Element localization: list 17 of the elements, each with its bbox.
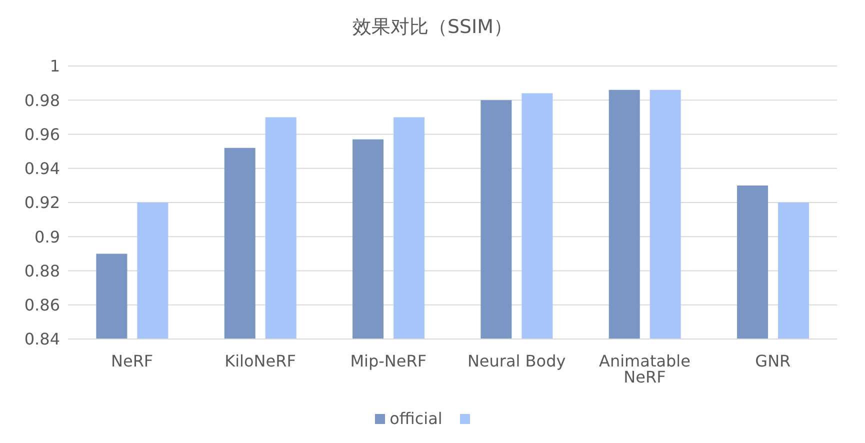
x-tick-label: GNR — [755, 351, 791, 370]
x-tick-label: KiloNeRF — [224, 351, 296, 370]
y-tick-label: 0.9 — [34, 227, 60, 246]
y-tick-label: 0.88 — [24, 261, 60, 280]
y-tick-label: 0.92 — [24, 193, 60, 212]
y-tick-label: 0.84 — [24, 330, 60, 349]
y-tick-label: 0.94 — [24, 159, 60, 178]
x-tick-label: Animatable NeRF — [599, 351, 690, 386]
x-tick-label: Neural Body — [467, 351, 566, 370]
chart-title: 效果对比（SSIM） — [351, 15, 514, 40]
legend-label: official — [390, 409, 442, 428]
x-tick-label: Mip-NeRF — [350, 351, 427, 370]
y-tick-label: 0.96 — [24, 124, 60, 144]
x-tick-label: NeRF — [111, 351, 154, 370]
y-tick-label: 0.86 — [24, 296, 60, 315]
y-tick-label: 0.98 — [24, 90, 60, 110]
y-tick-label: 1 — [50, 56, 60, 76]
